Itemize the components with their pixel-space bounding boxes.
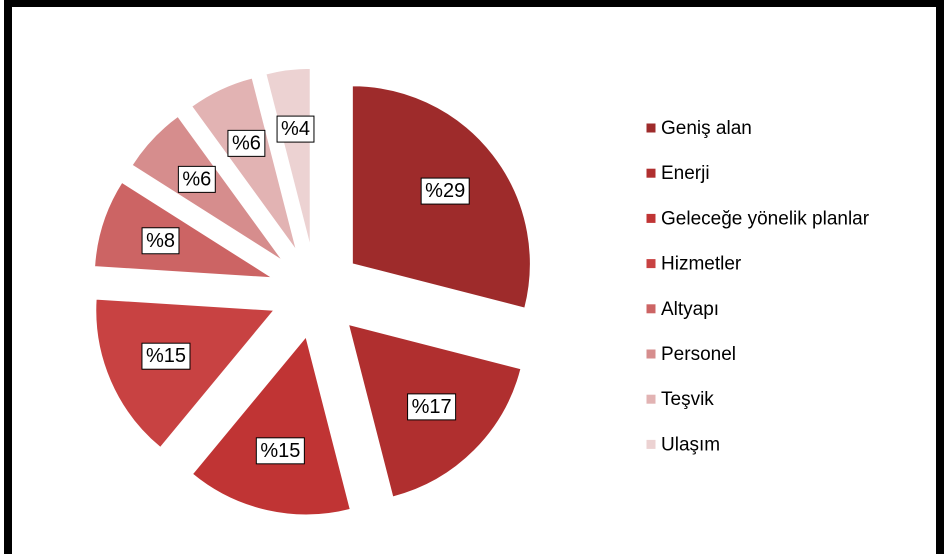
legend-label: Personel bbox=[661, 344, 736, 365]
legend-swatch bbox=[645, 303, 657, 315]
data-label-box bbox=[420, 177, 470, 205]
data-label-box bbox=[177, 165, 216, 193]
legend-label: Geniş alan bbox=[661, 118, 752, 139]
data-label-box bbox=[255, 437, 305, 465]
legend-label: Altyapı bbox=[661, 299, 719, 320]
legend-label: Geleceğe yönelik planlar bbox=[661, 208, 870, 229]
data-label: %8 bbox=[146, 230, 175, 252]
data-label-box bbox=[407, 393, 457, 421]
data-label: %4 bbox=[281, 118, 310, 140]
pie-slice bbox=[191, 335, 351, 516]
legend-swatch bbox=[645, 212, 657, 224]
legend-swatch bbox=[645, 167, 657, 179]
data-label-box bbox=[141, 342, 191, 370]
data-label: %17 bbox=[412, 396, 452, 418]
pie-slice bbox=[94, 181, 273, 279]
legend-swatch bbox=[645, 438, 657, 450]
data-label: %15 bbox=[146, 345, 186, 367]
legend-label: Ulaşım bbox=[661, 434, 720, 455]
pie-slice bbox=[95, 298, 275, 449]
data-label-box bbox=[141, 227, 180, 255]
data-label-box bbox=[227, 129, 266, 157]
legend-swatch bbox=[645, 258, 657, 270]
legend-label: Hizmetler bbox=[661, 254, 742, 275]
legend-label: Enerji bbox=[661, 163, 710, 184]
data-label: %29 bbox=[425, 180, 465, 202]
legend-swatch bbox=[645, 393, 657, 405]
data-label: %15 bbox=[260, 440, 300, 462]
legend-swatch bbox=[645, 122, 657, 134]
data-label: %6 bbox=[182, 168, 211, 190]
data-label: %6 bbox=[232, 132, 261, 154]
pie-slice bbox=[191, 77, 297, 251]
pie-slice bbox=[265, 67, 311, 247]
legend-swatch bbox=[645, 348, 657, 360]
legend-label: Teşvik bbox=[661, 389, 714, 410]
data-label-box bbox=[276, 115, 315, 143]
